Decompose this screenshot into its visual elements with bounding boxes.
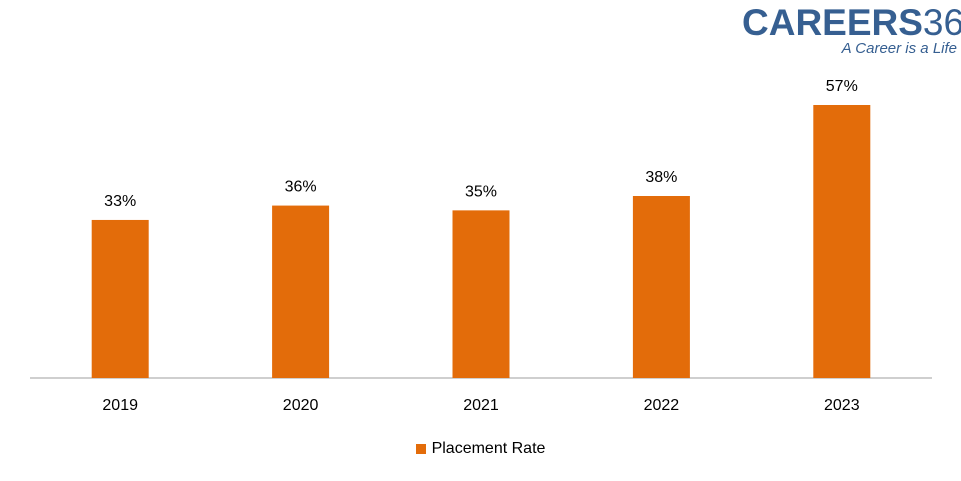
data-label-2020: 36% xyxy=(285,179,317,196)
logo-tagline: A Career is a Life xyxy=(841,40,957,57)
legend-label: Placement Rate xyxy=(431,440,546,457)
bar-2023 xyxy=(813,105,871,378)
data-label-2021: 35% xyxy=(465,183,497,200)
x-tick-label-2022: 2022 xyxy=(644,397,680,414)
x-tick-label-2021: 2021 xyxy=(463,397,499,414)
x-tick-label-2023: 2023 xyxy=(824,397,860,414)
data-label-2023: 57% xyxy=(826,78,858,95)
x-tick-label-2020: 2020 xyxy=(283,397,319,414)
bar-2022 xyxy=(632,196,690,378)
bar-2020 xyxy=(272,205,330,378)
logo-brand-light: 360 xyxy=(922,2,961,43)
x-tick-label-2019: 2019 xyxy=(102,397,138,414)
chart-legend: Placement Rate xyxy=(0,440,961,458)
data-label-2019: 33% xyxy=(104,193,136,210)
data-label-2022: 38% xyxy=(645,169,677,186)
legend-swatch xyxy=(415,444,426,454)
careers360-logo: CAREERS360 A Career is a Life xyxy=(742,2,961,57)
logo-brand-bold: CAREERS xyxy=(742,2,923,43)
bar-2019 xyxy=(91,219,149,378)
logo-wordmark: CAREERS360 xyxy=(742,2,961,44)
bar-2021 xyxy=(452,210,510,378)
